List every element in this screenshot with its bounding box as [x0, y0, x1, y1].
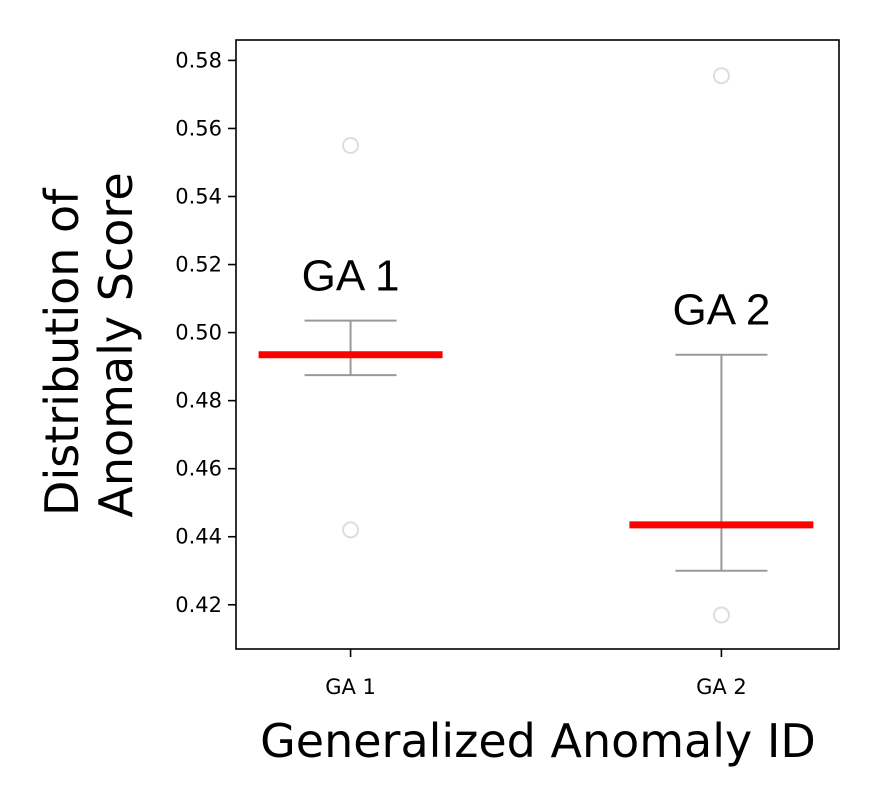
outlier-point: [342, 136, 360, 154]
y-tick-label: 0.52: [175, 253, 222, 277]
y-axis-title: Distribution of Anomaly Score: [35, 172, 143, 517]
outlier-point: [712, 606, 730, 624]
y-tick-label: 0.56: [175, 116, 222, 140]
x-tick-label: GA 1: [325, 675, 376, 699]
y-axis: 0.42 0.44 0.46 0.48 0.50 0.52 0.54 0.56 0.58: [175, 48, 236, 617]
outlier-point: [342, 521, 360, 539]
y-tick-label: 0.54: [175, 185, 222, 209]
y-axis-title-line-1: Distribution of: [35, 187, 89, 516]
y-tick-label: 0.50: [175, 321, 222, 345]
plot-area: GA 1 GA 2: [258, 67, 814, 624]
x-axis: GA 1 GA 2: [325, 649, 747, 699]
box-annotation: GA 2: [672, 286, 770, 335]
x-axis-title: Generalized Anomaly ID: [260, 714, 816, 768]
y-tick-label: 0.46: [175, 457, 222, 481]
box-annotation: GA 1: [302, 252, 400, 301]
plot-frame: [235, 39, 840, 650]
y-tick-label: 0.44: [175, 525, 222, 549]
y-axis-title-line-2: Anomaly Score: [89, 172, 143, 517]
y-tick-label: 0.48: [175, 389, 222, 413]
outlier-point: [712, 67, 730, 85]
y-tick-label: 0.58: [175, 48, 222, 72]
x-tick-label: GA 2: [696, 675, 747, 699]
y-tick-label: 0.42: [175, 593, 222, 617]
